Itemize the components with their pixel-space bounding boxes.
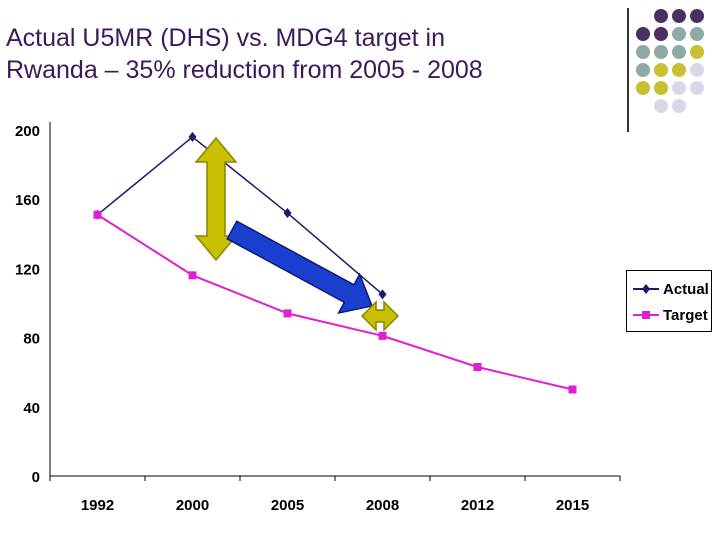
line-chart: 0 40 80 120 160 200 1992 2000 2005 2008 2012 2015 xyxy=(15,122,621,514)
x-tick-label: 2012 xyxy=(461,497,494,514)
decorative-dot xyxy=(636,63,650,77)
decorative-dot xyxy=(690,81,704,95)
slide-title-line-1: Actual U5MR (DHS) vs. MDG4 target in xyxy=(6,24,445,52)
slide-title: Actual U5MR (DHS) vs. MDG4 target in Rwa… xyxy=(6,22,606,86)
annotation-double-arrow-shape xyxy=(194,136,238,262)
data-point-target xyxy=(188,271,197,280)
y-tick-label: 160 xyxy=(15,192,40,209)
annotation-trend-arrow-shape xyxy=(226,220,374,314)
data-point-actual xyxy=(188,131,197,142)
legend-label-target: Target xyxy=(663,306,708,324)
decorative-dot xyxy=(654,63,668,77)
decorative-dot xyxy=(672,99,686,113)
x-tick-label: 2008 xyxy=(366,497,399,514)
decorative-dot xyxy=(690,27,704,41)
data-point-actual xyxy=(283,208,292,219)
series-line-actual xyxy=(97,135,383,295)
decorative-dot xyxy=(672,63,686,77)
data-point-target xyxy=(93,210,102,219)
decorative-dot xyxy=(654,9,668,23)
annotation-small-arrow-shape xyxy=(360,300,400,332)
decorative-dot xyxy=(636,27,650,41)
decorative-divider xyxy=(627,8,629,132)
decorative-dot xyxy=(654,81,668,95)
y-tick-label: 80 xyxy=(23,331,40,348)
decorative-dot xyxy=(636,81,650,95)
decorative-dot xyxy=(654,99,668,113)
y-tick-label: 40 xyxy=(23,400,40,417)
y-tick-label: 200 xyxy=(15,123,40,140)
legend-target-marker-icon xyxy=(633,311,659,319)
decorative-dot xyxy=(690,45,704,59)
decorative-dot xyxy=(672,9,686,23)
chart-legend: Actual Target xyxy=(626,270,712,332)
legend-label-actual: Actual xyxy=(663,280,709,298)
slide-title-line-2: Rwanda – 35% reduction from 2005 - 2008 xyxy=(6,56,483,84)
data-point-target xyxy=(473,363,482,372)
data-point-target xyxy=(568,385,577,394)
decorative-dot xyxy=(654,45,668,59)
x-tick-label: 2005 xyxy=(271,497,304,514)
x-tick-label: 1992 xyxy=(81,497,114,514)
data-point-actual xyxy=(378,289,387,300)
x-tick-label: 2000 xyxy=(176,497,209,514)
data-point-target xyxy=(283,309,292,318)
decorative-dot xyxy=(690,9,704,23)
decorative-dot xyxy=(672,27,686,41)
decorative-dot xyxy=(636,45,650,59)
decorative-dot-grid xyxy=(636,9,720,119)
decorative-dot xyxy=(672,81,686,95)
legend-actual-marker-icon xyxy=(633,284,659,294)
decorative-dot xyxy=(690,63,704,77)
legend-item-actual: Actual xyxy=(633,279,709,299)
series-line-target xyxy=(96,213,573,391)
data-point-target xyxy=(378,331,387,340)
y-tick-label: 0 xyxy=(32,469,40,486)
legend-item-target: Target xyxy=(633,305,708,325)
decorative-dot xyxy=(654,27,668,41)
x-tick-label: 2015 xyxy=(556,497,589,514)
decorative-dot xyxy=(672,45,686,59)
y-tick-label: 120 xyxy=(15,261,40,278)
